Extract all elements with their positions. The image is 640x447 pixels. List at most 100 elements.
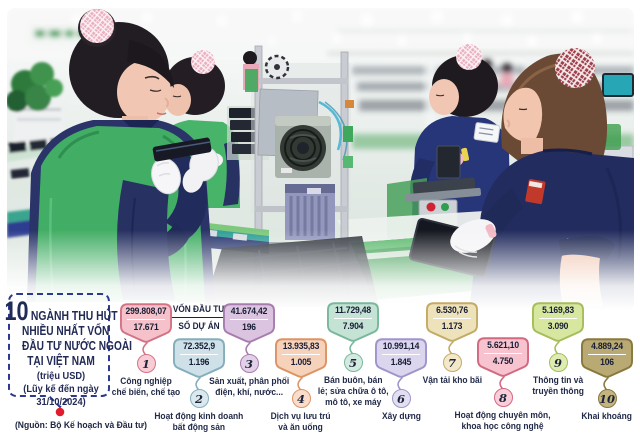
value-bubble: 72.352,9 1.196 [173, 338, 225, 379]
rank-badge: 6 [391, 389, 411, 408]
dashed-border [8, 293, 110, 417]
rank-badge: 8 [493, 388, 513, 407]
capital-value: 41.674,42 [230, 306, 268, 316]
industry-label: Hoạt động chuyên môn, khoa học công nghệ [454, 410, 552, 432]
bubble-divider [484, 352, 522, 355]
rank-badge: 4 [291, 389, 311, 408]
rank-badge: 1 [136, 354, 156, 373]
industry-item-9: 5.169,83 3.090 9 Thông tin và truyền thô… [498, 302, 618, 397]
pointer-tail [245, 342, 251, 355]
industry-item-7: 6.530,76 1.173 7 Vận tải kho bãi [392, 302, 512, 386]
pointer-tail [603, 377, 609, 390]
bubble-shape [327, 302, 379, 342]
rank-badge: 2 [189, 389, 209, 408]
bubble-divider [334, 317, 372, 320]
bubble-shape [173, 338, 225, 378]
machine-frame [243, 45, 354, 299]
pointer-tail [554, 341, 560, 354]
industry-label: Sản xuất, phân phối điện, khí, nước... [208, 376, 290, 398]
bubble-shape [120, 303, 172, 343]
bubble-divider [433, 317, 471, 320]
bubble-shape [426, 302, 478, 342]
pointer-tail [448, 341, 454, 354]
source-note: (Nguồn: Bộ Kế hoạch và Đầu tư) [14, 420, 148, 430]
bubble-divider [180, 353, 218, 356]
capital-value: 5.169,83 [542, 305, 574, 315]
rank-badge: 5 [343, 353, 363, 372]
capital-value: 10.991,14 [382, 341, 420, 351]
bubble-shape [375, 338, 427, 378]
industry-label: Vận tải kho bãi [422, 375, 482, 385]
page-title: 10 NGÀNH THU HÚT NHIỀU NHẤT VỐN ĐẦU TƯ N… [4, 298, 132, 408]
legend-capital: VỐN ĐẦU TƯ [171, 304, 227, 318]
industry-item-4: 13.935,83 1.005 4 Dịch vụ lưu trú và ăn … [241, 338, 361, 433]
rank-number: 6 [396, 391, 405, 406]
rank-number: 8 [498, 390, 507, 405]
rank-number: 7 [447, 355, 456, 370]
industry-item-3: 41.674,42 196 3 Sản xuất, phân phối điện… [189, 303, 309, 398]
bubble-shape [532, 302, 584, 342]
bubble-divider [539, 317, 577, 320]
capital-value: 13.935,83 [282, 341, 320, 351]
industry-label: Xây dựng [381, 411, 421, 421]
bubble-divider [588, 353, 626, 356]
industry-item-1: 299.808,07 17.671 1 Công nghiệp chế biến… [86, 303, 206, 398]
legend-projects: SỐ DỰ ÁN [178, 321, 220, 331]
rank-number: 4 [296, 391, 305, 406]
industry-item-5: 11.729,48 7.904 5 Bán buôn, bán lẻ; sửa … [293, 302, 413, 408]
value-bubble: 6.530,76 1.173 [426, 302, 478, 343]
bubble-divider [282, 353, 320, 356]
rank-number: 5 [348, 355, 357, 370]
bubble-shape [275, 338, 327, 378]
project-count: 1.005 [290, 356, 312, 367]
pointer-tail [195, 377, 201, 390]
project-count: 17.671 [133, 321, 159, 332]
rank-badge: 10 [597, 389, 617, 408]
bubble-shape [477, 337, 529, 377]
industry-item-8: 5.621,10 4.750 8 Hoạt động chuyên môn, k… [443, 337, 563, 432]
bubble-shape [581, 338, 633, 378]
value-bubble: 41.674,42 196 [223, 303, 275, 344]
title-number: 10 [4, 296, 29, 326]
project-count: 7.904 [342, 320, 364, 331]
project-count: 1.196 [188, 356, 210, 367]
industry-label: Khai khoáng [581, 411, 633, 421]
rank-number: 9 [553, 355, 562, 370]
project-count: 196 [242, 321, 256, 332]
rank-number: 10 [598, 391, 615, 406]
project-count: 4.750 [492, 355, 514, 366]
gloved-hands-with-phone [151, 137, 219, 195]
rank-badge: 7 [442, 353, 462, 372]
capital-value: 11.729,48 [335, 305, 371, 315]
pointer-tail [499, 376, 505, 389]
value-bubble: 299.808,07 17.671 [120, 303, 172, 344]
title-line-2: NHIỀU NHẤT VỐN [22, 323, 110, 338]
capital-value: 72.352,9 [183, 341, 215, 351]
industry-item-6: 10.991,14 1.845 6 Xây dựng [341, 338, 461, 422]
title-line-1: NGÀNH THU HÚT [30, 308, 118, 323]
rank-badge: 3 [239, 354, 259, 373]
rank-badge: 9 [548, 353, 568, 372]
capital-value: 4.889,24 [591, 341, 623, 351]
rank-number: 1 [141, 356, 150, 371]
industry-label: Công nghiệp chế biến, chế tạo [111, 376, 181, 398]
industry-label: Dịch vụ lưu trú và ăn uống [271, 411, 331, 433]
red-dot [55, 407, 65, 417]
title-note-1: (Lũy kế đến ngày [23, 383, 99, 395]
industry-item-2: 72.352,9 1.196 2 Hoạt động kinh doanh bấ… [139, 338, 259, 433]
project-count: 3.090 [547, 320, 569, 331]
capital-value: 5.621,10 [487, 340, 519, 350]
rank-number: 3 [244, 356, 253, 371]
pointer-tail [142, 342, 148, 355]
industry-label: Thông tin và truyền thông [532, 375, 584, 397]
value-bubble: 13.935,83 1.005 [275, 338, 327, 379]
pointer-tail [397, 377, 403, 390]
bubble-shape [223, 303, 275, 343]
capital-value: 299.808,07 [125, 306, 167, 316]
bubble-divider [127, 318, 165, 321]
project-count: 106 [600, 356, 614, 367]
project-count: 1.845 [390, 356, 412, 367]
title-callout: 10 NGÀNH THU HÚT NHIỀU NHẤT VỐN ĐẦU TƯ N… [4, 292, 132, 418]
title-line-4: TẠI VIỆT NAM [27, 353, 95, 368]
